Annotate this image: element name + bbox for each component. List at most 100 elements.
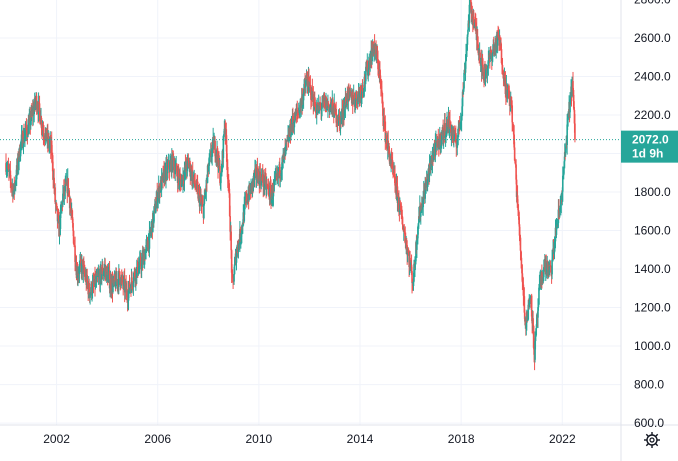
- candle-body: [136, 266, 138, 278]
- candle-body: [72, 223, 74, 231]
- candle-body: [60, 208, 62, 211]
- candle-body: [511, 105, 514, 123]
- candle-body: [91, 283, 94, 294]
- candle-body: [160, 175, 163, 191]
- price-axis[interactable]: 600.0 800.0 1000.0 1200.0 1400.0 1600.0 1800.0…: [634, 0, 671, 430]
- candle-body: [365, 66, 367, 82]
- candle-body: [138, 258, 141, 267]
- candle-body: [534, 336, 537, 342]
- candle-body: [381, 92, 384, 102]
- candle-body: [39, 111, 41, 124]
- candle-body: [169, 162, 171, 172]
- candle-body: [537, 307, 539, 318]
- candle-body: [293, 121, 296, 128]
- candle-body: [367, 62, 370, 70]
- candle-body: [64, 183, 67, 192]
- candle-body: [296, 109, 299, 113]
- candle-body: [527, 304, 530, 320]
- y-tick-label: 1800.0: [634, 185, 671, 199]
- candle-body: [137, 266, 140, 274]
- last-price-value: 2072.0: [632, 133, 669, 147]
- candle-body: [245, 193, 248, 203]
- candle-body: [523, 296, 526, 313]
- candle-body: [424, 184, 426, 199]
- candle-body: [377, 58, 379, 70]
- candle-body: [228, 193, 231, 217]
- candle-body: [278, 164, 281, 179]
- candle-body: [515, 164, 517, 180]
- candle-body: [74, 245, 76, 262]
- candle-body: [504, 77, 507, 95]
- candle-body: [264, 176, 266, 186]
- candle-body: [290, 134, 292, 137]
- candle-body: [228, 183, 231, 194]
- candle-body: [172, 153, 175, 160]
- candle-body: [331, 99, 334, 106]
- candle-body: [470, 0, 472, 3]
- candle-body: [67, 178, 70, 193]
- candle-body: [220, 175, 222, 183]
- candle-body: [72, 230, 75, 244]
- candle-body: [384, 121, 387, 143]
- candle-body: [100, 274, 103, 280]
- candle-body: [286, 137, 289, 141]
- candle-body: [9, 170, 12, 179]
- candle-body: [140, 260, 143, 270]
- candle-body: [211, 139, 214, 149]
- candle-body: [128, 282, 131, 291]
- candle-body: [260, 176, 263, 186]
- candle-body: [33, 107, 36, 115]
- candle-body: [166, 165, 169, 174]
- candle-body: [519, 237, 522, 251]
- candle-body: [444, 123, 446, 139]
- candle-body: [338, 117, 341, 121]
- candle-body: [40, 117, 43, 129]
- time-axis[interactable]: 2002 2006 2010 2014 2018 2022: [43, 432, 576, 446]
- y-tick-label: 600.0: [634, 416, 664, 430]
- y-tick-label: 1000.0: [634, 339, 671, 353]
- candle-body: [411, 271, 413, 283]
- candle-body: [571, 82, 573, 97]
- candle-body: [355, 91, 358, 101]
- candle-body: [463, 72, 465, 89]
- candle-body: [81, 259, 84, 262]
- candle-body: [416, 240, 418, 250]
- y-tick-label: 2600.0: [634, 31, 671, 45]
- candle-body: [25, 125, 28, 131]
- candle-body: [520, 257, 523, 269]
- candle-body: [534, 341, 536, 360]
- candle-body: [45, 128, 48, 142]
- candle-body: [574, 123, 576, 140]
- candle-body: [522, 284, 525, 296]
- candle-body: [86, 274, 89, 283]
- candle-body: [232, 277, 234, 279]
- candle-body: [482, 64, 484, 73]
- x-tick-label: 2018: [448, 432, 475, 446]
- candle-body: [532, 325, 535, 348]
- candle-body: [273, 180, 276, 186]
- candle-body: [168, 161, 170, 170]
- candle-body: [537, 304, 540, 308]
- candle-body: [302, 92, 305, 101]
- candle-body: [38, 103, 41, 112]
- candle-body: [109, 285, 111, 289]
- candle-body: [222, 136, 225, 159]
- candle-body: [454, 132, 456, 140]
- candle-body: [223, 128, 226, 135]
- candle-body: [530, 295, 533, 317]
- candle-body: [471, 11, 474, 20]
- candle-body: [230, 231, 232, 251]
- y-tick-label: 1200.0: [634, 301, 671, 315]
- candle-body: [569, 99, 571, 113]
- candle-body: [59, 210, 62, 229]
- candle-body: [81, 259, 83, 272]
- candle-body: [445, 122, 448, 132]
- candle-body: [549, 265, 552, 267]
- candle-body: [396, 186, 399, 203]
- last-price-label: 2072.01d 9h: [621, 130, 678, 163]
- candle-body: [203, 195, 206, 204]
- candle-body: [112, 283, 114, 292]
- candle-body: [398, 196, 400, 210]
- settings-gear-icon[interactable]: [644, 432, 660, 448]
